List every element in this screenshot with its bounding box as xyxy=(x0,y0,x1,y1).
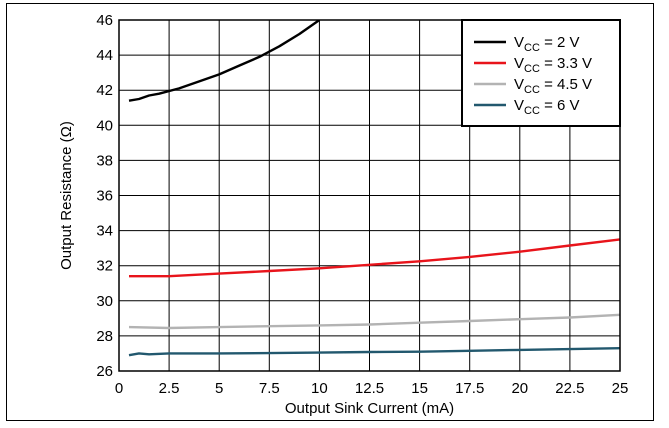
legend-rest: = 2 V xyxy=(540,34,580,51)
series-line-3 xyxy=(128,347,620,357)
legend-main: V xyxy=(514,34,524,51)
legend-box xyxy=(461,19,621,127)
x-tick-label: 2.5 xyxy=(159,380,180,397)
legend-main: V xyxy=(514,97,524,114)
x-tick-label: 5 xyxy=(215,380,223,397)
y-tick-label: 38 xyxy=(96,152,113,169)
legend-rest: = 4.5 V xyxy=(540,76,592,93)
y-tick-label: 32 xyxy=(96,258,113,275)
legend-main: V xyxy=(514,76,524,93)
legend-entry-label: VCC = 6 V xyxy=(514,97,580,117)
legend-subscript: CC xyxy=(524,105,540,117)
y-axis-label: Output Resistance (Ω) xyxy=(58,121,75,270)
series-line-0 xyxy=(128,20,321,102)
legend-subscript: CC xyxy=(524,63,540,75)
y-tick-label: 46 xyxy=(96,12,113,29)
x-tick-label: 17.5 xyxy=(455,380,484,397)
legend-entry-label: VCC = 4.5 V xyxy=(514,76,592,96)
x-axis-label: Output Sink Current (mA) xyxy=(285,400,454,417)
x-tick-label: 25 xyxy=(612,380,629,397)
y-tick-label: 28 xyxy=(96,328,113,345)
legend-entry-label: VCC = 2 V xyxy=(514,34,580,54)
tick-labels: 0 2.5 5 7.5 10 12.5 15 17.5 20 22.5 25 26 28 30 32 34 36… xyxy=(96,12,628,397)
x-tick-label: 7.5 xyxy=(259,380,280,397)
legend-rest: = 3.3 V xyxy=(540,55,592,72)
x-tick-label: 15 xyxy=(411,380,428,397)
x-tick-label: 12.5 xyxy=(355,380,384,397)
series-lines xyxy=(128,20,620,357)
y-tick-label: 26 xyxy=(96,363,113,380)
legend-main: V xyxy=(514,55,524,72)
chart-frame: 0 2.5 5 7.5 10 12.5 15 17.5 20 22.5 25 26 28 30 32 34 36… xyxy=(6,3,654,421)
line-chart: 0 2.5 5 7.5 10 12.5 15 17.5 20 22.5 25 26 28 30 32 34 36… xyxy=(58,12,628,417)
plot-border xyxy=(118,19,621,372)
y-tick-label: 42 xyxy=(96,82,113,99)
x-tick-label: 22.5 xyxy=(555,380,584,397)
series-line-1 xyxy=(129,238,620,278)
x-tick-label: 20 xyxy=(511,380,528,397)
series-line-2 xyxy=(128,313,620,330)
legend-subscript: CC xyxy=(524,84,540,96)
y-tick-label: 36 xyxy=(96,188,113,205)
y-tick-label: 40 xyxy=(96,117,113,134)
legend-rest: = 6 V xyxy=(540,97,580,114)
legend-subscript: CC xyxy=(524,42,540,54)
y-tick-label: 30 xyxy=(96,293,113,310)
y-tick-label: 44 xyxy=(96,47,113,64)
y-tick-label: 34 xyxy=(96,223,113,240)
x-tick-label: 0 xyxy=(115,380,123,397)
legend-entry-label: VCC = 3.3 V xyxy=(514,55,592,75)
x-tick-label: 10 xyxy=(311,380,328,397)
